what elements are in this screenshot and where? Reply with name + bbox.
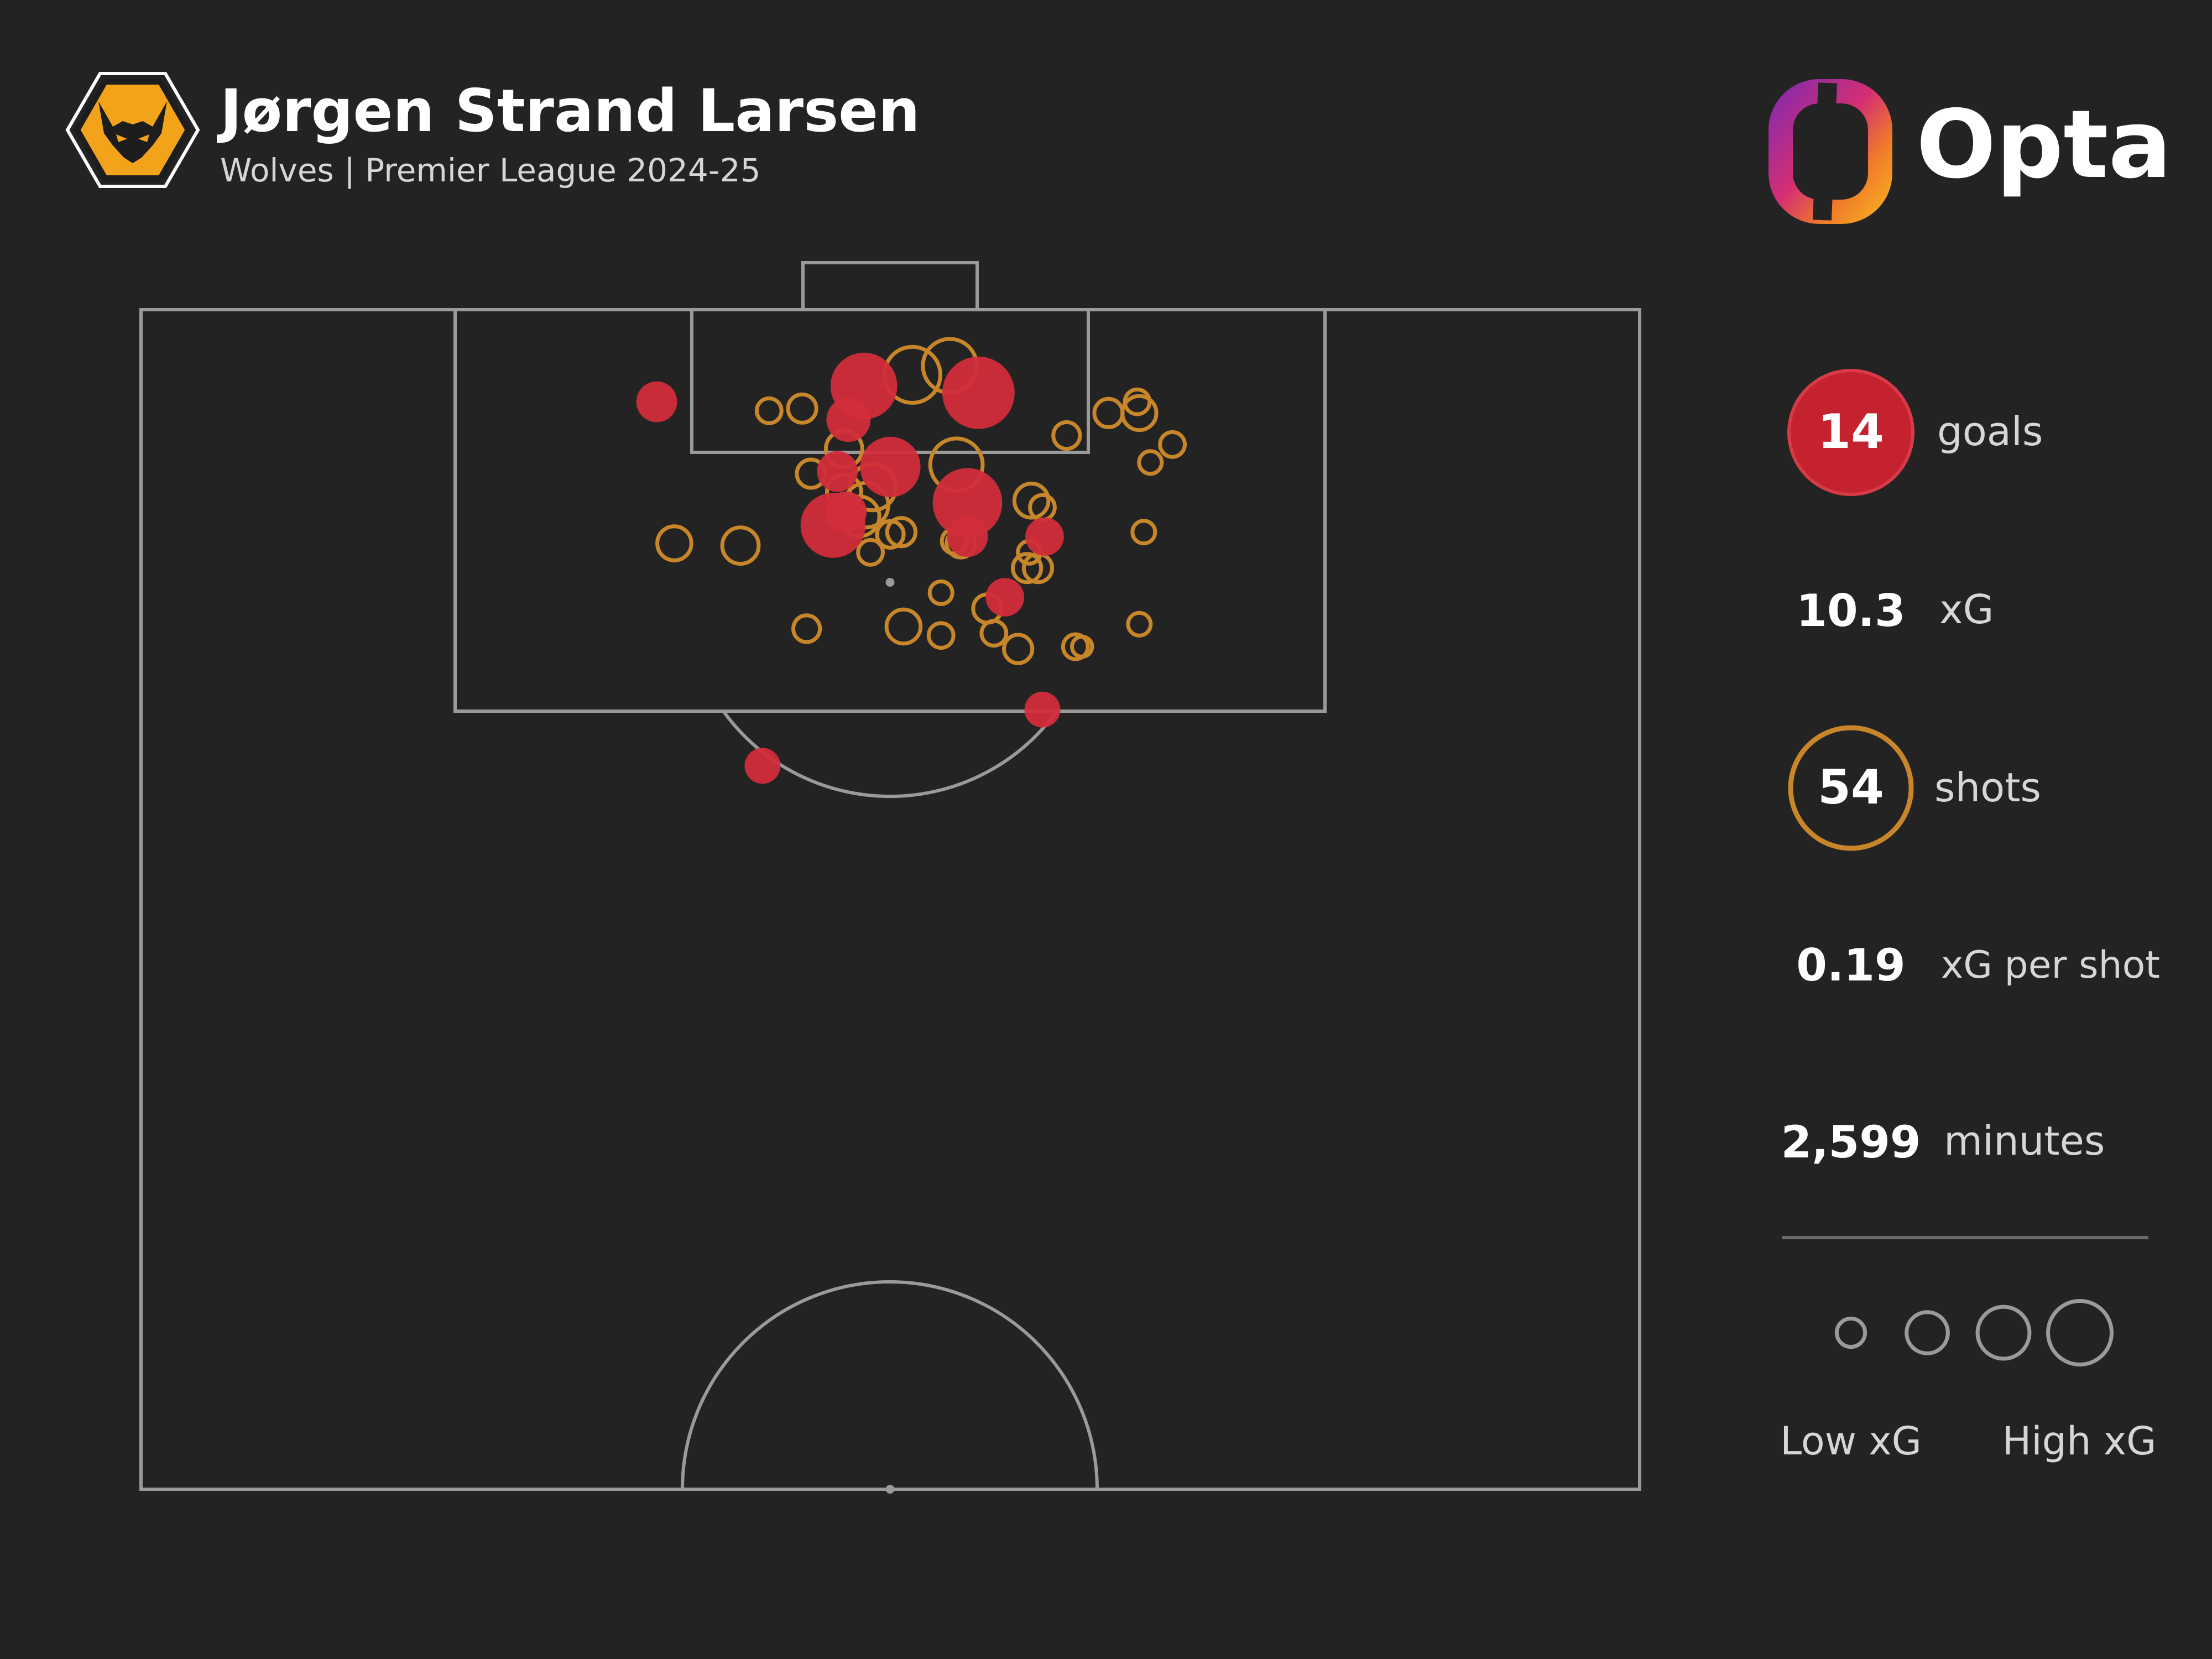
shot-marker-33 — [1126, 611, 1153, 638]
minutes-value: 2,599 — [1781, 1117, 1921, 1168]
goals-value: 14 — [1818, 404, 1884, 460]
shot-marker-38 — [1051, 420, 1082, 451]
shot-marker-6 — [1123, 387, 1152, 416]
shot-marker-23 — [720, 525, 761, 566]
legend-size-circle-0 — [1834, 1316, 1867, 1349]
legend-size-circle-2 — [1975, 1305, 2032, 1361]
goal-marker-13 — [744, 748, 781, 784]
shot-marker-31 — [926, 621, 956, 650]
shots-layer — [655, 337, 1187, 665]
opta-logo-icon — [1768, 79, 1892, 224]
goal-marker-12 — [1024, 691, 1061, 728]
goals-layer — [636, 352, 1064, 784]
xg-per-shot-label: xG per shot — [1941, 943, 2160, 987]
pitch — [139, 261, 1641, 1491]
shot-marker-36 — [1070, 634, 1094, 659]
shot-marker-39 — [875, 519, 906, 550]
shot-marker-27 — [927, 579, 954, 606]
shot-marker-30 — [884, 607, 923, 646]
xg-size-legend — [1834, 1299, 2114, 1366]
goal-marker-11 — [985, 578, 1024, 617]
shot-marker-3 — [786, 392, 818, 425]
shot-marker-10 — [1158, 430, 1187, 459]
xg-per-shot-value: 0.19 — [1796, 940, 1905, 991]
shot-marker-24 — [1130, 519, 1157, 546]
player-name: Jørgen Strand Larsen — [217, 77, 920, 145]
centre-spot — [885, 1485, 895, 1494]
goal-marker-0 — [636, 381, 677, 422]
shot-marker-11 — [1137, 449, 1164, 476]
legend-low-label: Low xG — [1780, 1418, 1922, 1464]
shot-marker-16 — [1012, 482, 1051, 520]
goal-marker-6 — [932, 468, 1003, 538]
shot-marker-29 — [791, 613, 822, 644]
minutes-label: minutes — [1944, 1118, 2105, 1164]
goal-marker-3 — [826, 398, 871, 442]
shot-marker-25 — [1011, 552, 1044, 585]
shot-marker-32 — [979, 619, 1009, 648]
shot-marker-35 — [1061, 632, 1090, 661]
legend-high-label: High xG — [2002, 1418, 2157, 1464]
xg-label: xG — [1939, 586, 1994, 633]
legend-size-circle-1 — [1905, 1310, 1950, 1355]
centre-circle — [681, 1280, 1099, 1490]
goal-marker-8 — [800, 493, 866, 558]
shot-marker-18 — [885, 516, 918, 549]
shot-marker-5 — [1120, 394, 1159, 432]
shots-label: shots — [1934, 764, 2041, 811]
subtitle: Wolves | Premier League 2024-25 — [220, 152, 761, 189]
shots-value: 54 — [1818, 760, 1884, 815]
shot-marker-4 — [1092, 397, 1125, 430]
shots-badge — [1788, 725, 1914, 851]
goal-marker-10 — [1025, 517, 1064, 556]
goals-label: goals — [1937, 408, 2043, 455]
brand-name: Opta — [1916, 90, 2172, 200]
shot-marker-34 — [1002, 633, 1035, 665]
shot-marker-2 — [754, 396, 784, 425]
goal-marker-2 — [942, 356, 1015, 429]
shot-marker-22 — [655, 524, 693, 562]
stats-panel: 14 goals 10.3 xG 54 shots 0.19 xG per sh… — [1781, 369, 2160, 1239]
goals-badge — [1787, 369, 1914, 496]
goal-marker-5 — [817, 451, 858, 492]
xg-value: 10.3 — [1796, 585, 1905, 637]
goal-marker-9 — [947, 516, 988, 557]
shot-marker-21 — [856, 538, 885, 567]
goal-frame — [801, 261, 979, 311]
legend-size-circle-3 — [2046, 1299, 2114, 1366]
wolves-crest-icon — [65, 72, 200, 188]
penalty-spot — [885, 578, 895, 587]
goal-marker-4 — [860, 436, 921, 498]
